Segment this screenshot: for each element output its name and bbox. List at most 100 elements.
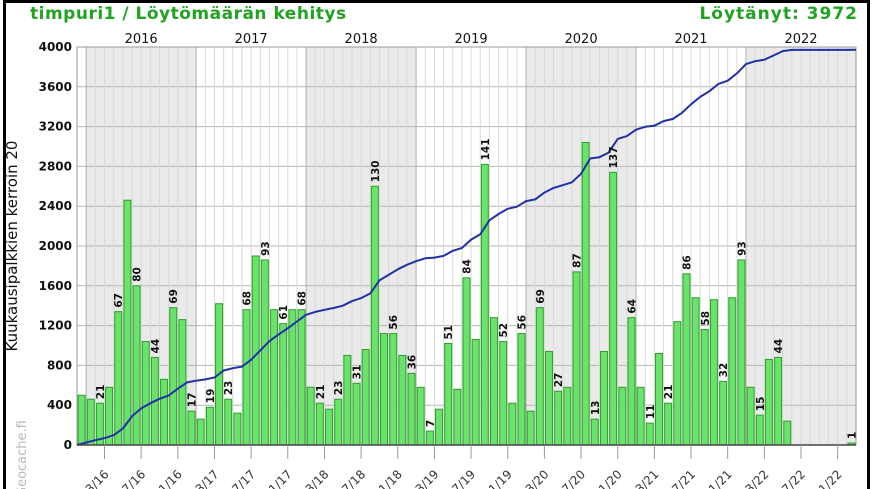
bar-value-label: 44	[150, 339, 162, 354]
bar	[178, 319, 187, 446]
year-label: 2020	[565, 32, 598, 47]
watermark-text: Geocache.fi	[15, 420, 30, 489]
bar	[627, 317, 636, 446]
bar-value-label: 21	[95, 385, 107, 400]
bar	[599, 350, 608, 446]
bar-value-label: 61	[278, 305, 290, 320]
bar	[590, 418, 599, 446]
bar	[645, 422, 654, 446]
bar-value-label: 56	[516, 315, 528, 330]
bar	[774, 356, 783, 446]
bar	[160, 378, 169, 446]
bar	[352, 382, 361, 446]
y-tick-label: 3200	[39, 120, 72, 134]
bar	[535, 307, 544, 446]
cumulative-line	[76, 48, 857, 446]
x-tick-label: 11/18	[371, 467, 405, 489]
year-label: 2019	[455, 32, 488, 47]
bar-value-label: 84	[462, 259, 474, 274]
bar	[205, 406, 214, 446]
y-tick-label: 800	[47, 358, 72, 372]
y-axis-title: Kuukausipalkkien kerroin 20	[3, 141, 21, 352]
y-tick-label: 1600	[39, 279, 72, 293]
bar-value-label: 93	[260, 241, 272, 256]
bar	[260, 259, 269, 446]
bar	[141, 341, 150, 446]
y-tick-label: 1200	[39, 319, 72, 333]
bar	[425, 430, 434, 446]
bar-value-label: 1	[846, 432, 858, 439]
bar-value-label: 27	[553, 373, 565, 388]
bar-value-label: 17	[187, 393, 199, 408]
bar	[86, 398, 95, 446]
bar	[224, 398, 233, 446]
bar	[682, 273, 691, 446]
bar	[581, 142, 590, 446]
bar-value-label: 141	[480, 138, 492, 160]
bar	[755, 414, 764, 446]
bar-value-label: 68	[297, 291, 309, 306]
bar	[279, 323, 288, 446]
bar	[719, 380, 728, 446]
bar	[325, 408, 334, 446]
y-tick-label: 0	[64, 438, 72, 452]
bar-value-label: 56	[388, 315, 400, 330]
bar	[572, 271, 581, 446]
x-tick-label: 3/22	[743, 467, 772, 489]
bar	[673, 321, 682, 446]
bar-value-label: 23	[333, 381, 345, 396]
bar-value-label: 64	[626, 299, 638, 314]
chart-title: timpuri1 / Löytömäärän kehitys	[30, 4, 347, 24]
bar-value-label: 52	[498, 323, 510, 338]
bar	[526, 410, 535, 446]
bar-value-label: 31	[352, 365, 364, 380]
bar-value-label: 21	[315, 385, 327, 400]
bar	[664, 402, 673, 446]
bar	[700, 329, 709, 446]
bar-value-label: 137	[608, 146, 620, 168]
bar	[618, 386, 627, 446]
bar	[306, 386, 315, 446]
x-tick-label: 11/20	[590, 467, 624, 489]
bar	[187, 410, 196, 446]
bar	[480, 163, 489, 446]
bar-value-label: 51	[443, 325, 455, 340]
year-label: 2017	[235, 32, 268, 47]
bar	[691, 297, 700, 446]
bar	[453, 388, 462, 446]
y-tick-label: 4000	[39, 40, 72, 54]
year-label: 2021	[674, 32, 707, 47]
bar	[380, 333, 389, 446]
y-tick-label: 2400	[39, 199, 72, 213]
bar-value-label: 19	[205, 389, 217, 404]
x-tick-label: 11/21	[700, 467, 734, 489]
bar	[370, 185, 379, 446]
bar	[315, 402, 324, 446]
bar	[499, 341, 508, 446]
bar	[508, 402, 517, 446]
bar	[123, 199, 132, 446]
bar-value-label: 44	[773, 339, 785, 354]
x-tick-label: 7/16	[119, 467, 148, 489]
bar-value-label: 13	[590, 401, 602, 416]
bar	[545, 350, 553, 446]
bar	[398, 354, 407, 446]
bar	[251, 255, 260, 446]
bar	[242, 309, 251, 446]
bar-value-label: 87	[571, 253, 583, 268]
bar-value-label: 80	[132, 267, 144, 282]
bar	[343, 354, 352, 446]
bar-value-label: 36	[407, 355, 419, 370]
bar-value-label: 86	[681, 255, 693, 270]
x-tick-label: 11/16	[151, 467, 185, 489]
bar	[361, 348, 370, 446]
bar	[334, 398, 343, 446]
bar-value-label: 15	[755, 397, 767, 412]
x-tick-label: 7/22	[779, 467, 808, 489]
bar	[517, 333, 526, 446]
x-tick-label: 3/16	[83, 467, 112, 489]
x-tick-label: 7/21	[669, 467, 698, 489]
bar	[490, 317, 498, 446]
bar-value-label: 130	[370, 160, 382, 182]
